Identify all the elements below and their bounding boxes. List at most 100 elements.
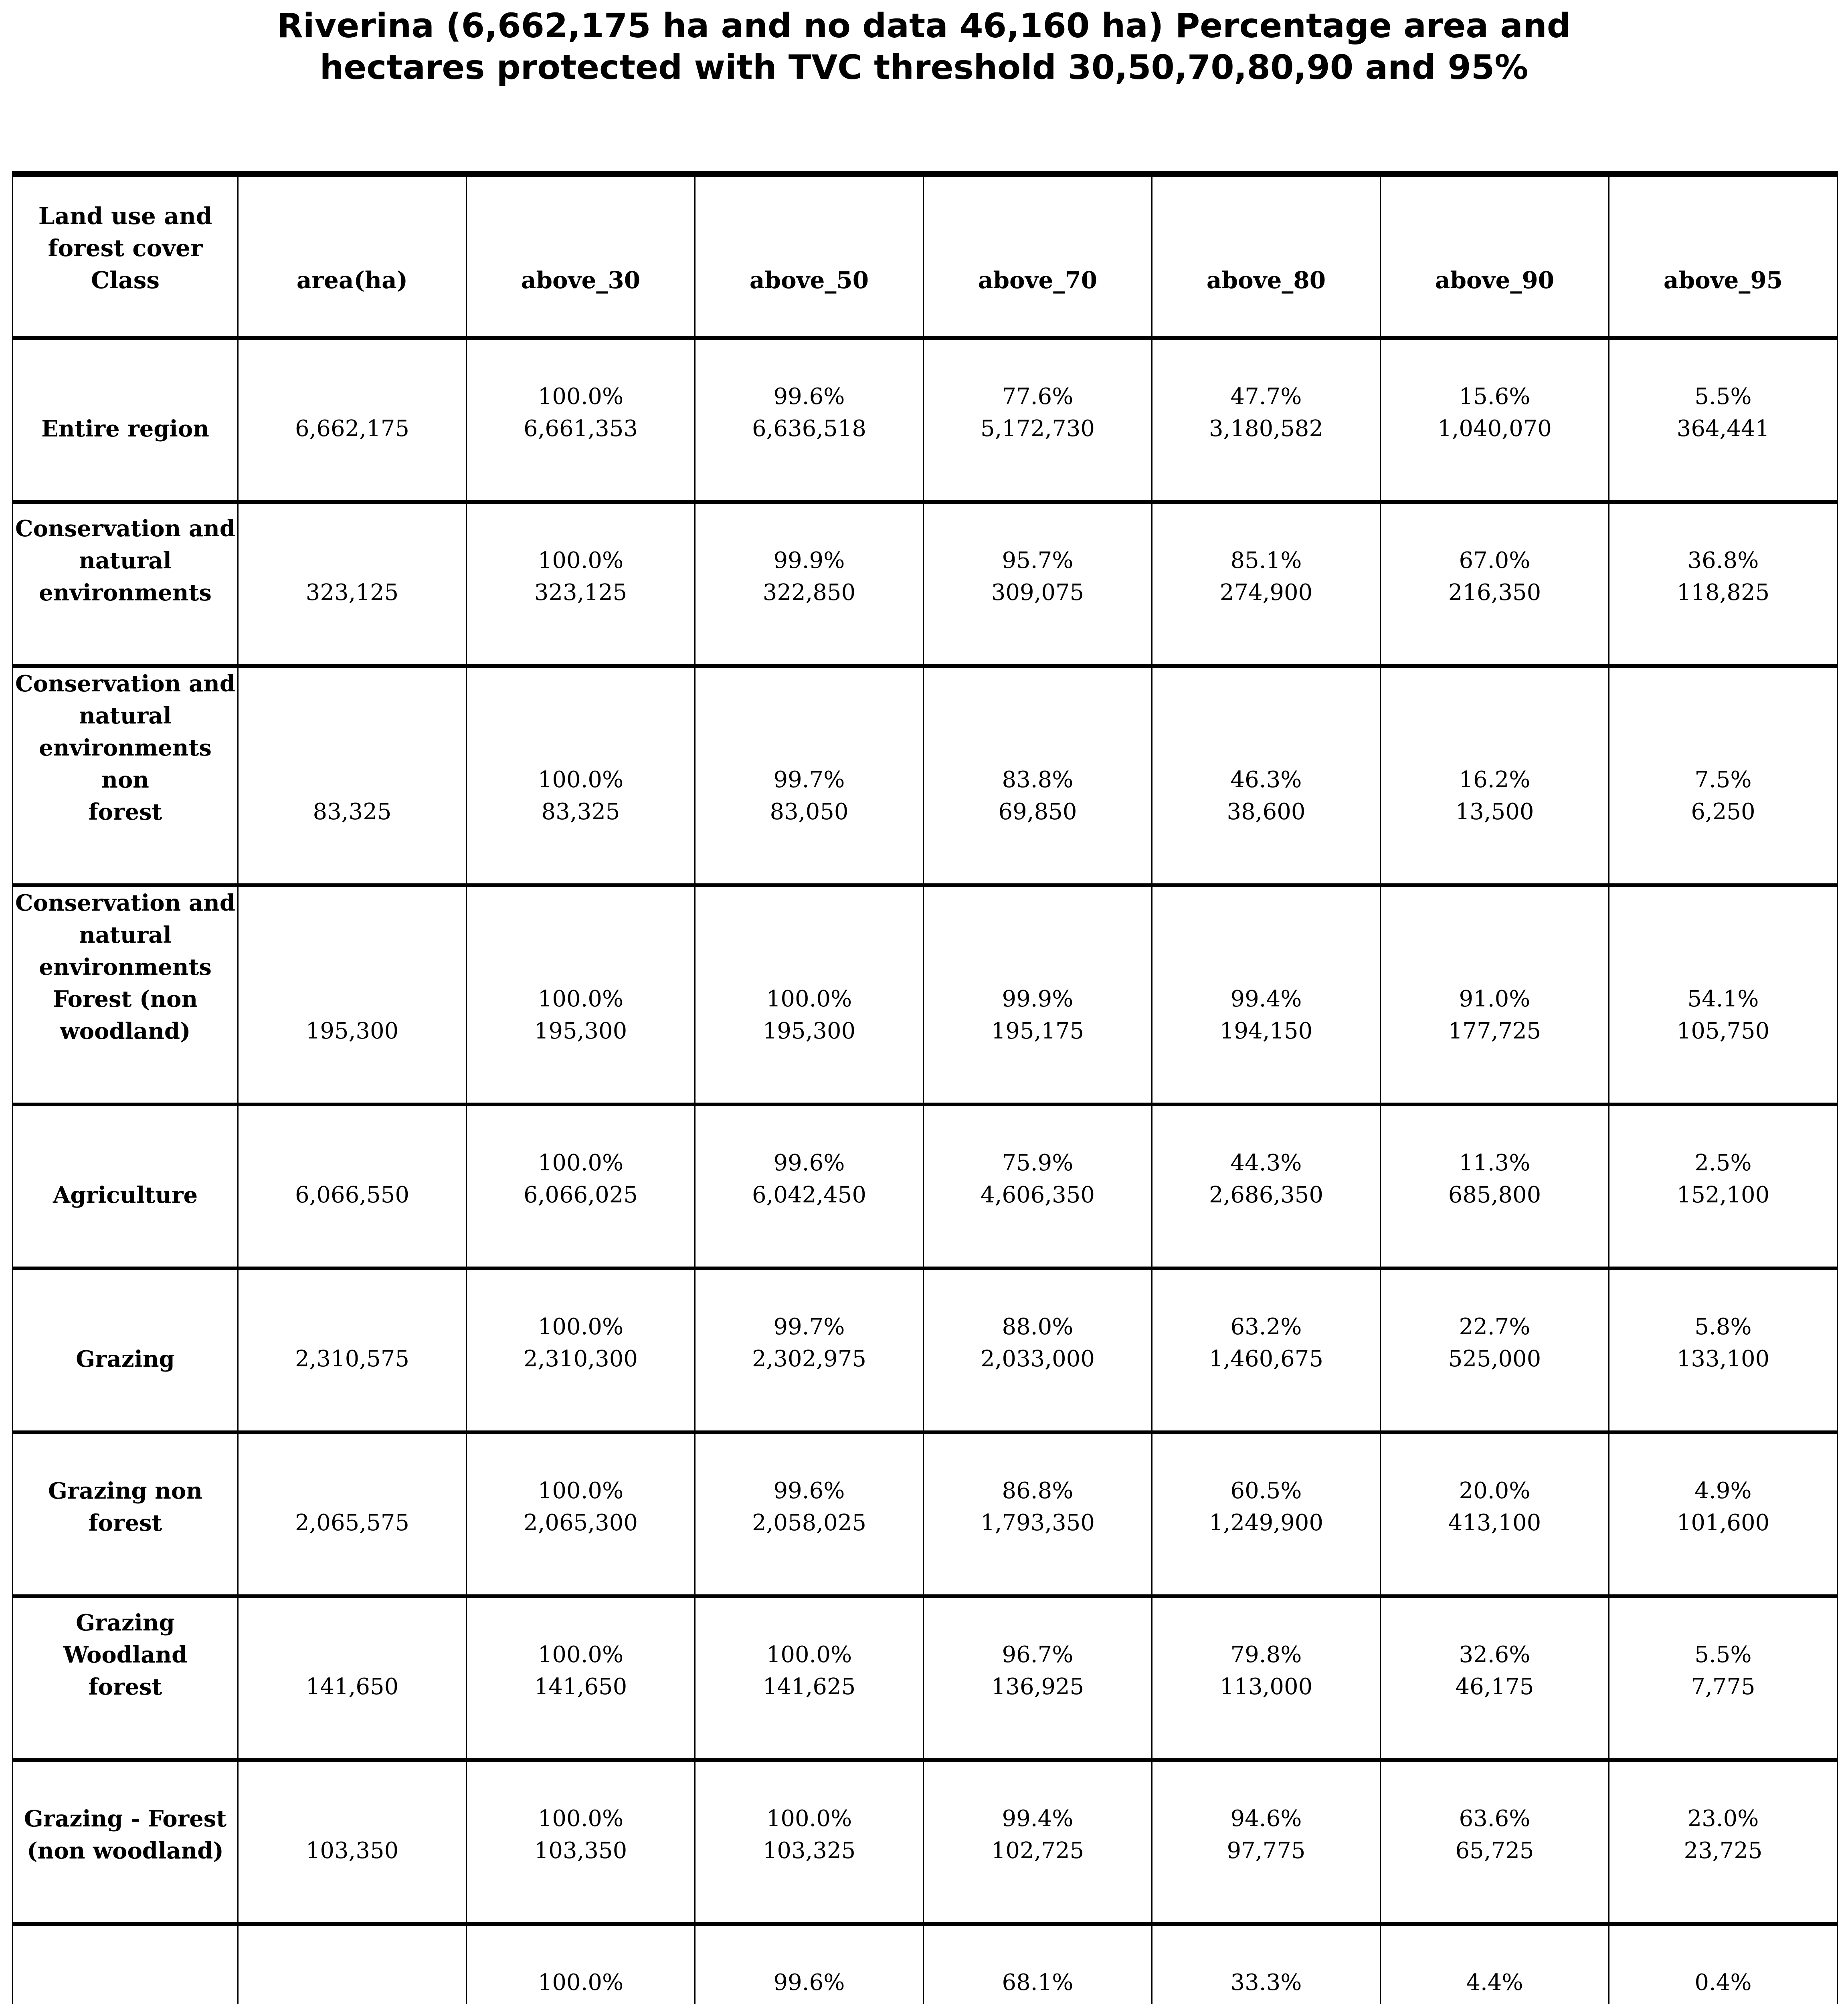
tvc-table: Land use and forest cover Class area(ha)…	[12, 171, 1838, 2004]
area-cell: 83,325	[237, 664, 467, 887]
ha-value: 194,150	[1219, 1018, 1313, 1044]
table-header-row: Land use and forest cover Class area(ha)…	[12, 172, 1838, 340]
threshold-cell: 85.1% 274,900	[1151, 500, 1381, 668]
ha-value: 2,170,725	[981, 1999, 1095, 2004]
ha-value: 65,725	[1455, 1837, 1534, 1864]
threshold-cell: 20.0% 413,100	[1380, 1430, 1609, 1598]
ha-value: 177,725	[1448, 1018, 1541, 1044]
threshold-cell: 99.6% 6,042,450	[694, 1102, 924, 1270]
pct-value: 46.3%	[1230, 766, 1302, 793]
threshold-cell: 100.0% 103,350	[466, 1758, 696, 1926]
pct-value: 88.0%	[1002, 1313, 1074, 1340]
ha-value: 6,250	[1691, 798, 1755, 825]
row-label: Grazing	[12, 1266, 239, 1434]
ha-value: 118,825	[1676, 579, 1770, 606]
table-row: Conservation and natural environments no…	[12, 664, 1838, 887]
pct-value: 5.5%	[1694, 383, 1752, 410]
pct-value: 100.0%	[538, 1313, 624, 1340]
ha-value: 195,175	[991, 1018, 1084, 1044]
pct-value: 11.3%	[1459, 1149, 1531, 1176]
pct-value: 63.2%	[1230, 1313, 1302, 1340]
ha-value: 6,661,353	[523, 415, 638, 442]
ha-value: 101,600	[1676, 1509, 1770, 1536]
threshold-cell: 88.0% 2,033,000	[923, 1266, 1152, 1434]
threshold-cell: 100.0% 3,186,700	[466, 1922, 696, 2004]
pct-value: 100.0%	[766, 1641, 852, 1668]
ha-value: 3,186,700	[524, 1999, 638, 2004]
table-row: Conservation and natural environments 32…	[12, 500, 1838, 668]
pct-value: 99.7%	[773, 1313, 845, 1340]
pct-value: 99.7%	[773, 766, 845, 793]
area-value: 2,065,575	[295, 1509, 409, 1536]
ha-value: 133,100	[1676, 1345, 1770, 1372]
threshold-cell: 100.0% 195,300	[466, 883, 696, 1106]
threshold-cell: 99.7% 83,050	[694, 664, 924, 887]
pct-value: 4.9%	[1694, 1477, 1752, 1504]
threshold-cell: 60.5% 1,249,900	[1151, 1430, 1381, 1598]
pct-value: 15.6%	[1459, 383, 1531, 410]
pct-value: 4.4%	[1466, 1969, 1523, 1996]
pct-value: 99.6%	[773, 1969, 845, 1996]
threshold-cell: 99.4% 194,150	[1151, 883, 1381, 1106]
pct-value: 99.6%	[773, 383, 845, 410]
page-title-line2: hectares protected with TVC threshold 30…	[319, 48, 1529, 87]
ha-value: 97,775	[1227, 1837, 1306, 1864]
pct-value: 79.8%	[1230, 1641, 1302, 1668]
table-row: Agriculture 6,066,550 100.0% 6,066,025 99…	[12, 1102, 1838, 1270]
header-class: Land use and forest cover Class	[12, 172, 239, 340]
threshold-cell: 99.9% 195,175	[923, 883, 1152, 1106]
header-above-80: above_80	[1151, 172, 1381, 340]
pct-value: 94.6%	[1230, 1805, 1302, 1832]
pct-value: 0.4%	[1694, 1969, 1752, 1996]
area-value: 6,066,550	[295, 1182, 409, 1208]
area-cell: 3,186,800	[237, 1922, 467, 2004]
area-cell: 2,310,575	[237, 1266, 467, 1434]
threshold-cell: 16.2% 13,500	[1380, 664, 1609, 887]
pct-value: 33.3%	[1230, 1969, 1302, 1996]
threshold-cell: 100.0% 195,300	[694, 883, 924, 1106]
area-cell: 103,350	[237, 1758, 467, 1926]
ha-value: 69,850	[998, 798, 1077, 825]
ha-value: 323,125	[534, 579, 627, 606]
pct-value: 32.6%	[1459, 1641, 1531, 1668]
area-value: 2,310,575	[295, 1345, 409, 1372]
ha-value: 2,065,300	[523, 1509, 638, 1536]
area-value: 195,300	[305, 1018, 399, 1044]
ha-value: 3,174,950	[752, 1999, 866, 2004]
ha-value: 2,033,000	[980, 1345, 1095, 1372]
page-title: Riverina (6,662,175 ha and no data 46,16…	[0, 5, 1848, 88]
pct-value: 67.0%	[1459, 547, 1531, 574]
threshold-cell: 99.6% 2,058,025	[694, 1430, 924, 1598]
pct-value: 100.0%	[538, 1969, 624, 1996]
pct-value: 85.1%	[1230, 547, 1302, 574]
threshold-cell: 44.3% 2,686,350	[1151, 1102, 1381, 1270]
threshold-cell: 47.7% 3,180,582	[1151, 336, 1381, 504]
header-above-70: above_70	[923, 172, 1152, 340]
ha-value: 4,606,350	[980, 1182, 1095, 1208]
table-row: Cropping 3,186,800 100.0% 3,186,700 99.6%…	[12, 1922, 1838, 2004]
ha-value: 6,042,450	[752, 1182, 866, 1208]
threshold-cell: 5.5% 7,775	[1608, 1594, 1838, 1762]
pct-value: 100.0%	[538, 547, 624, 574]
ha-value: 6,636,518	[752, 415, 866, 442]
threshold-cell: 0.4% 13,575	[1608, 1922, 1838, 2004]
ha-value: 46,175	[1455, 1673, 1534, 1700]
threshold-cell: 100.0% 2,310,300	[466, 1266, 696, 1434]
row-label: Conservation and natural environments	[12, 500, 239, 668]
threshold-cell: 99.9% 322,850	[694, 500, 924, 668]
ha-value: 152,100	[1676, 1182, 1770, 1208]
area-cell: 195,300	[237, 883, 467, 1106]
header-above-90: above_90	[1380, 172, 1609, 340]
pct-value: 83.8%	[1002, 766, 1074, 793]
ha-value: 364,441	[1676, 415, 1770, 442]
threshold-cell: 100.0% 6,661,353	[466, 336, 696, 504]
threshold-cell: 100.0% 141,650	[466, 1594, 696, 1762]
threshold-cell: 99.6% 6,636,518	[694, 336, 924, 504]
threshold-cell: 99.6% 3,174,950	[694, 1922, 924, 2004]
pct-value: 20.0%	[1459, 1477, 1531, 1504]
pct-value: 54.1%	[1687, 986, 1759, 1012]
threshold-cell: 96.7% 136,925	[923, 1594, 1152, 1762]
area-value: 83,325	[313, 798, 392, 825]
ha-value: 195,300	[762, 1018, 856, 1044]
threshold-cell: 99.4% 102,725	[923, 1758, 1152, 1926]
